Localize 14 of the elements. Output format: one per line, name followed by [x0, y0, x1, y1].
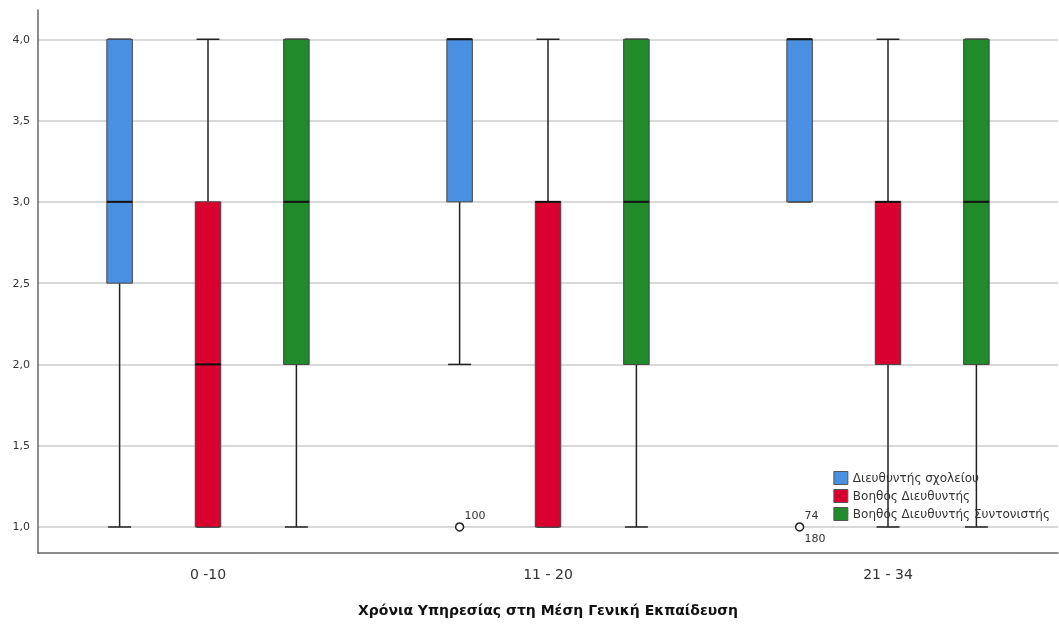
y-tick-label: 3,5	[12, 114, 30, 128]
y-tick-label: 2,0	[12, 357, 30, 371]
x-tick-label: 11 - 20	[523, 566, 573, 582]
x-tick-label: 21 - 34	[863, 566, 913, 582]
y-tick-label: 1,0	[12, 520, 30, 534]
y-tick-label: 2,5	[12, 276, 30, 290]
annotation: 100	[464, 508, 486, 522]
annotation: 74	[804, 508, 819, 522]
y-tick-label: 4,0	[12, 32, 30, 46]
y-tick-label: 3,0	[12, 195, 30, 209]
annotation: 180	[804, 531, 826, 545]
x-axis-title: Χρόνια Υπηρεσίας στη Μέση Γενική Εκπαίδευση	[357, 602, 739, 618]
y-tick-label: 1,5	[12, 439, 30, 453]
x-tick-label: 0 -10	[189, 566, 227, 582]
